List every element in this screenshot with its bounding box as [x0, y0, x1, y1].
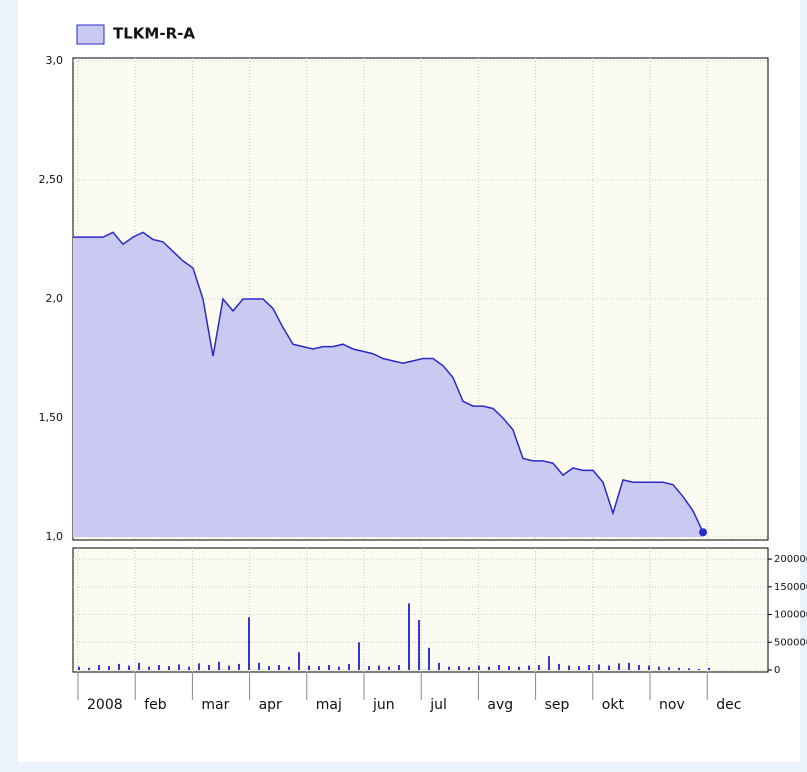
y-tick-label: 1,50 — [39, 411, 64, 424]
volume-bar — [678, 667, 680, 670]
x-tick-label: feb — [144, 697, 167, 713]
volume-bar — [138, 662, 140, 670]
x-tick-label: dec — [716, 697, 741, 713]
volume-bar — [698, 668, 700, 670]
volume-bar — [298, 652, 300, 670]
volume-bar — [448, 666, 450, 670]
volume-bar — [218, 661, 220, 670]
volume-bar — [418, 620, 420, 670]
volume-bar — [348, 663, 350, 670]
x-tick-label: mar — [201, 697, 229, 713]
volume-bar — [608, 665, 610, 670]
y-tick-label: 2,50 — [39, 173, 64, 186]
volume-bar — [498, 665, 500, 670]
volume-bar — [258, 662, 260, 670]
volume-bar — [268, 666, 270, 670]
volume-bar — [88, 667, 90, 670]
volume-bar — [188, 666, 190, 670]
volume-bar — [358, 642, 360, 670]
volume-bar — [308, 665, 310, 670]
volume-bar — [658, 666, 660, 670]
volume-bar — [128, 665, 130, 670]
volume-bar — [378, 665, 380, 670]
volume-bar — [278, 665, 280, 670]
volume-bar — [208, 665, 210, 670]
x-tick-label: jun — [372, 697, 395, 713]
x-tick-label: okt — [602, 697, 625, 713]
volume-bar — [238, 663, 240, 670]
volume-bar — [98, 665, 100, 670]
volume-bar — [118, 663, 120, 670]
volume-bar — [468, 667, 470, 670]
x-tick-label: sep — [545, 697, 570, 713]
volume-bar — [388, 666, 390, 670]
volume-bar — [588, 665, 590, 670]
volume-bar — [318, 666, 320, 670]
volume-bar — [598, 664, 600, 670]
x-tick-label: maj — [316, 697, 342, 713]
y2-tick-label: 1000000 — [774, 610, 807, 621]
volume-bar — [458, 666, 460, 670]
volume-bar — [548, 656, 550, 670]
volume-bar — [478, 665, 480, 670]
y-tick-label: 2,0 — [46, 292, 64, 305]
volume-bar — [648, 665, 650, 670]
volume-bar — [668, 667, 670, 670]
x-tick-label: apr — [259, 697, 282, 713]
volume-bar — [338, 666, 340, 670]
volume-bar — [568, 665, 570, 670]
volume-bar — [178, 664, 180, 670]
y2-tick-label: 1500000 — [774, 582, 807, 593]
volume-bar — [538, 665, 540, 670]
volume-bar — [288, 666, 290, 670]
volume-bar — [368, 666, 370, 670]
x-tick-label: avg — [487, 697, 513, 713]
volume-bar — [428, 647, 430, 670]
volume-bar — [508, 666, 510, 670]
x-tick-label: 2008 — [87, 697, 123, 713]
volume-bar — [398, 665, 400, 670]
volume-frame — [72, 547, 769, 673]
volume-bar — [148, 666, 150, 670]
volume-bar — [578, 666, 580, 670]
volume-bar — [518, 666, 520, 670]
x-tick-label: jul — [429, 697, 447, 713]
volume-bar — [78, 666, 80, 670]
y2-tick-label: 2000000 — [774, 554, 807, 565]
volume-bar — [408, 603, 410, 670]
legend-label: TLKM-R-A — [113, 25, 195, 43]
volume-bar — [158, 665, 160, 670]
volume-bar — [528, 665, 530, 670]
volume-bar — [198, 663, 200, 670]
volume-bar — [628, 662, 630, 670]
volume-bar — [688, 668, 690, 670]
volume-bar — [228, 665, 230, 670]
legend-swatch — [76, 24, 105, 45]
y2-tick-label: 0 — [774, 665, 780, 676]
x-tick-label: nov — [659, 697, 685, 713]
volume-bar — [638, 665, 640, 670]
volume-bar — [708, 667, 710, 670]
line — [73, 231, 704, 533]
y-tick-label: 1,0 — [46, 530, 64, 543]
last-point — [699, 528, 707, 537]
volume-bar — [108, 666, 110, 670]
volume-bar — [328, 665, 330, 670]
volume-bar — [168, 666, 170, 670]
volume-bar — [248, 617, 250, 670]
volume-bar — [618, 663, 620, 670]
volume-bar — [438, 662, 440, 670]
volume-bar — [558, 663, 560, 670]
volume-bar — [488, 666, 490, 670]
y-tick-label: 3,0 — [46, 54, 64, 67]
